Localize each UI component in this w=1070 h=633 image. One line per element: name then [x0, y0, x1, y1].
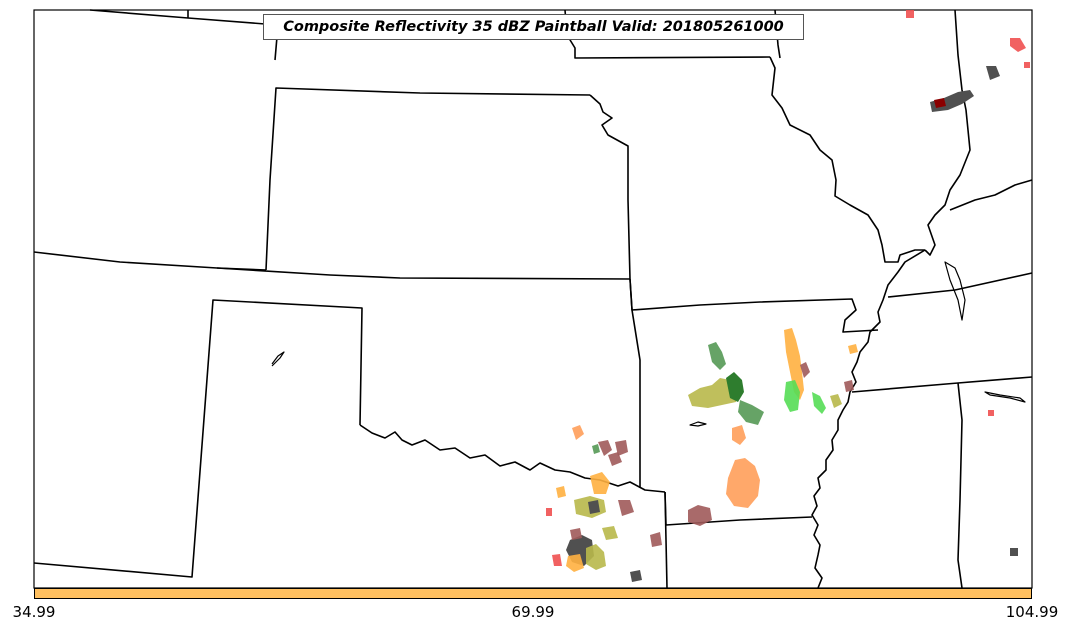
- boundary-co-nm: [33, 299, 363, 578]
- map-title: Composite Reflectivity 35 dBZ Paintball …: [263, 14, 804, 40]
- boundary-ks-ok: [216, 267, 631, 280]
- paint-dark-green: [726, 372, 744, 402]
- paint-red: [1010, 38, 1026, 52]
- paint-dark-gray: [986, 66, 1000, 80]
- paint-red: [546, 508, 552, 516]
- paint-mauve: [615, 440, 628, 456]
- colorbar-max-label: 104.99: [1005, 603, 1059, 621]
- paint-olive: [586, 544, 606, 570]
- colorbar-min-label: 34.99: [12, 603, 56, 621]
- boundary-mo-ar: [629, 278, 879, 333]
- paint-mauve: [800, 362, 810, 378]
- lake-ar: [689, 421, 707, 427]
- paint-red: [906, 10, 914, 18]
- paint-orange: [556, 486, 566, 498]
- paint-orange: [566, 554, 584, 572]
- map-frame: [33, 9, 1033, 589]
- paint-orange: [590, 472, 610, 494]
- boundary-sd-ne: [89, 9, 279, 61]
- boundary-ky-north: [949, 179, 1033, 211]
- boundary-ms-al: [957, 382, 963, 589]
- paint-mauve: [688, 505, 712, 526]
- paint-red: [552, 554, 562, 566]
- paint-dark-gray: [588, 500, 600, 514]
- paint-green: [708, 342, 726, 370]
- colorbar: [34, 588, 1032, 599]
- boundary-mo-east: [769, 56, 925, 263]
- lake-al: [984, 391, 1026, 403]
- boundary-il-in: [924, 9, 971, 256]
- paint-orange: [784, 328, 804, 400]
- boundary-ne-ks: [265, 87, 591, 271]
- boundary-tx-la: [664, 491, 668, 589]
- paint-light-orange: [732, 425, 746, 445]
- paint-mauve: [618, 500, 634, 516]
- paint-light-orange: [572, 425, 584, 440]
- paint-red: [988, 410, 994, 416]
- paint-mauve: [650, 532, 662, 547]
- colorbar-mid-label: 69.99: [511, 603, 555, 621]
- reflectivity-paintballs: [546, 10, 1030, 582]
- paint-green: [592, 444, 600, 454]
- paint-orange: [848, 344, 858, 354]
- paint-olive: [602, 526, 618, 540]
- lake-tn: [944, 261, 966, 321]
- paint-dark-gray: [1010, 548, 1018, 556]
- paint-olive: [830, 394, 842, 408]
- lake-nm: [271, 351, 285, 367]
- paint-mauve: [570, 528, 582, 540]
- paint-mauve: [608, 452, 622, 466]
- boundary-ks-east: [589, 94, 631, 280]
- paint-red: [1024, 62, 1030, 68]
- paint-dark-gray: [630, 570, 642, 582]
- paint-bright-green: [812, 392, 826, 414]
- river-mississippi: [811, 249, 926, 589]
- paint-mauve: [598, 440, 612, 456]
- boundary-tn-ky: [887, 272, 1033, 298]
- paint-olive: [688, 378, 738, 408]
- paint-green: [738, 400, 764, 425]
- paint-dark-red: [934, 98, 946, 108]
- boundary-ok-east: [629, 278, 641, 488]
- paint-mauve: [844, 380, 854, 392]
- paint-light-orange: [726, 458, 760, 508]
- state-boundaries: [33, 9, 1033, 589]
- paint-bright-green: [784, 380, 800, 412]
